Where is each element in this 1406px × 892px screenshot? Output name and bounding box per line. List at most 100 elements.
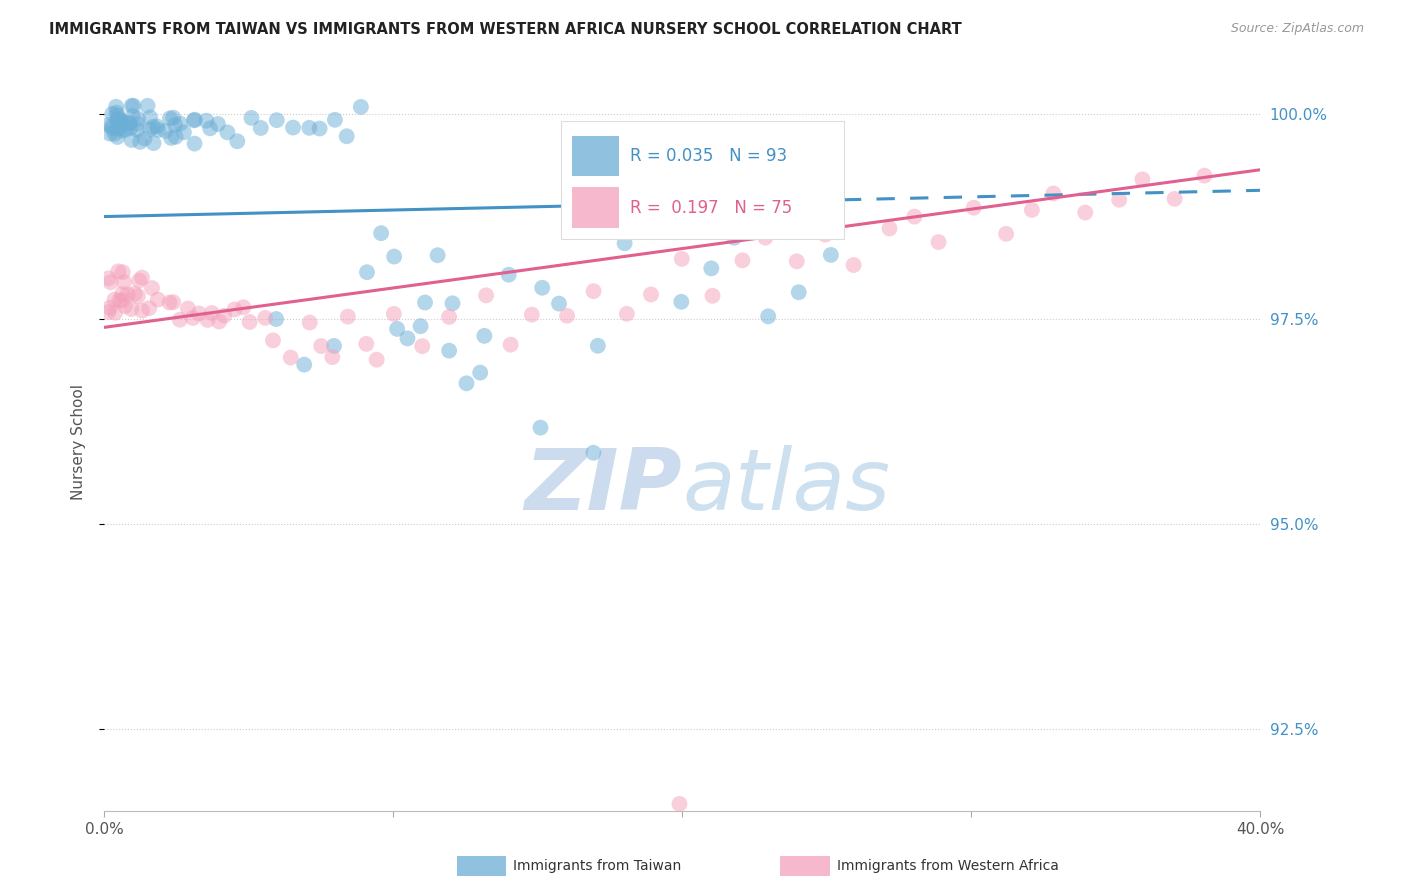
Point (437, 310, 460, 324)
Point (127, 289, 149, 303)
Point (266, 113, 288, 128)
Point (207, 117, 229, 131)
Point (928, 235, 950, 249)
Point (97, 271, 120, 285)
Point (134, 131, 156, 145)
Point (108, 112, 131, 126)
Point (155, 124, 177, 138)
Point (298, 316, 321, 330)
Point (162, 295, 184, 310)
Text: IMMIGRANTS FROM TAIWAN VS IMMIGRANTS FROM WESTERN AFRICA NURSERY SCHOOL CORRELAT: IMMIGRANTS FROM TAIWAN VS IMMIGRANTS FRO… (49, 22, 962, 37)
Point (613, 236, 636, 251)
Point (187, 306, 209, 320)
Point (111, 123, 134, 137)
Point (121, 109, 143, 123)
Point (262, 334, 284, 348)
Point (139, 111, 162, 125)
Point (160, 131, 183, 145)
Point (240, 111, 263, 125)
Point (198, 121, 221, 136)
Point (173, 125, 195, 139)
Point (217, 125, 239, 139)
Point (127, 122, 149, 136)
Point (820, 248, 842, 262)
FancyBboxPatch shape (572, 187, 619, 228)
Point (582, 284, 605, 298)
Point (100, 275, 122, 289)
Point (181, 310, 204, 325)
Point (201, 306, 224, 320)
Point (101, 119, 124, 133)
Point (879, 221, 901, 235)
Point (582, 446, 605, 460)
Point (110, 116, 132, 130)
Point (110, 117, 132, 131)
Point (146, 120, 169, 134)
Point (239, 315, 262, 329)
Point (671, 252, 693, 266)
Point (385, 322, 408, 336)
Point (183, 113, 205, 128)
Point (101, 121, 124, 136)
Point (413, 295, 436, 310)
Point (382, 250, 405, 264)
Point (1194, 169, 1216, 183)
Point (232, 300, 254, 314)
Point (118, 115, 141, 129)
Point (110, 118, 132, 132)
Point (224, 302, 246, 317)
Point (97, 118, 120, 132)
Point (131, 303, 153, 318)
Point (309, 339, 332, 353)
Point (195, 113, 218, 128)
Point (139, 122, 162, 136)
Point (731, 253, 754, 268)
Point (531, 281, 554, 295)
Point (520, 308, 543, 322)
Point (108, 293, 131, 308)
Point (702, 289, 724, 303)
Point (177, 301, 200, 316)
Point (114, 299, 136, 313)
Point (498, 268, 520, 282)
Point (146, 293, 169, 307)
Point (1132, 172, 1154, 186)
Point (321, 350, 343, 364)
Point (169, 117, 191, 131)
Point (1163, 192, 1185, 206)
Point (292, 358, 315, 372)
Point (264, 312, 287, 326)
Point (101, 107, 124, 121)
Point (127, 112, 149, 126)
Point (437, 343, 460, 358)
Point (128, 274, 150, 288)
Point (142, 136, 165, 150)
Point (281, 120, 304, 135)
Point (472, 329, 495, 343)
Point (963, 201, 986, 215)
Point (159, 295, 181, 310)
Point (842, 258, 865, 272)
Point (350, 100, 373, 114)
Point (555, 309, 578, 323)
Point (111, 265, 134, 279)
Point (1021, 202, 1043, 217)
Point (165, 129, 187, 144)
Point (671, 294, 693, 309)
Point (529, 420, 551, 434)
Point (700, 261, 723, 276)
Point (103, 293, 125, 307)
Point (356, 336, 378, 351)
Point (441, 296, 464, 310)
Point (616, 307, 638, 321)
Text: R = 0.035   N = 93: R = 0.035 N = 93 (630, 147, 787, 165)
Point (1042, 186, 1064, 201)
Point (197, 313, 219, 327)
Point (426, 248, 449, 262)
FancyBboxPatch shape (561, 121, 844, 239)
Point (226, 134, 249, 148)
Point (786, 254, 808, 268)
Point (249, 120, 271, 135)
Point (138, 301, 160, 316)
Point (105, 100, 128, 114)
